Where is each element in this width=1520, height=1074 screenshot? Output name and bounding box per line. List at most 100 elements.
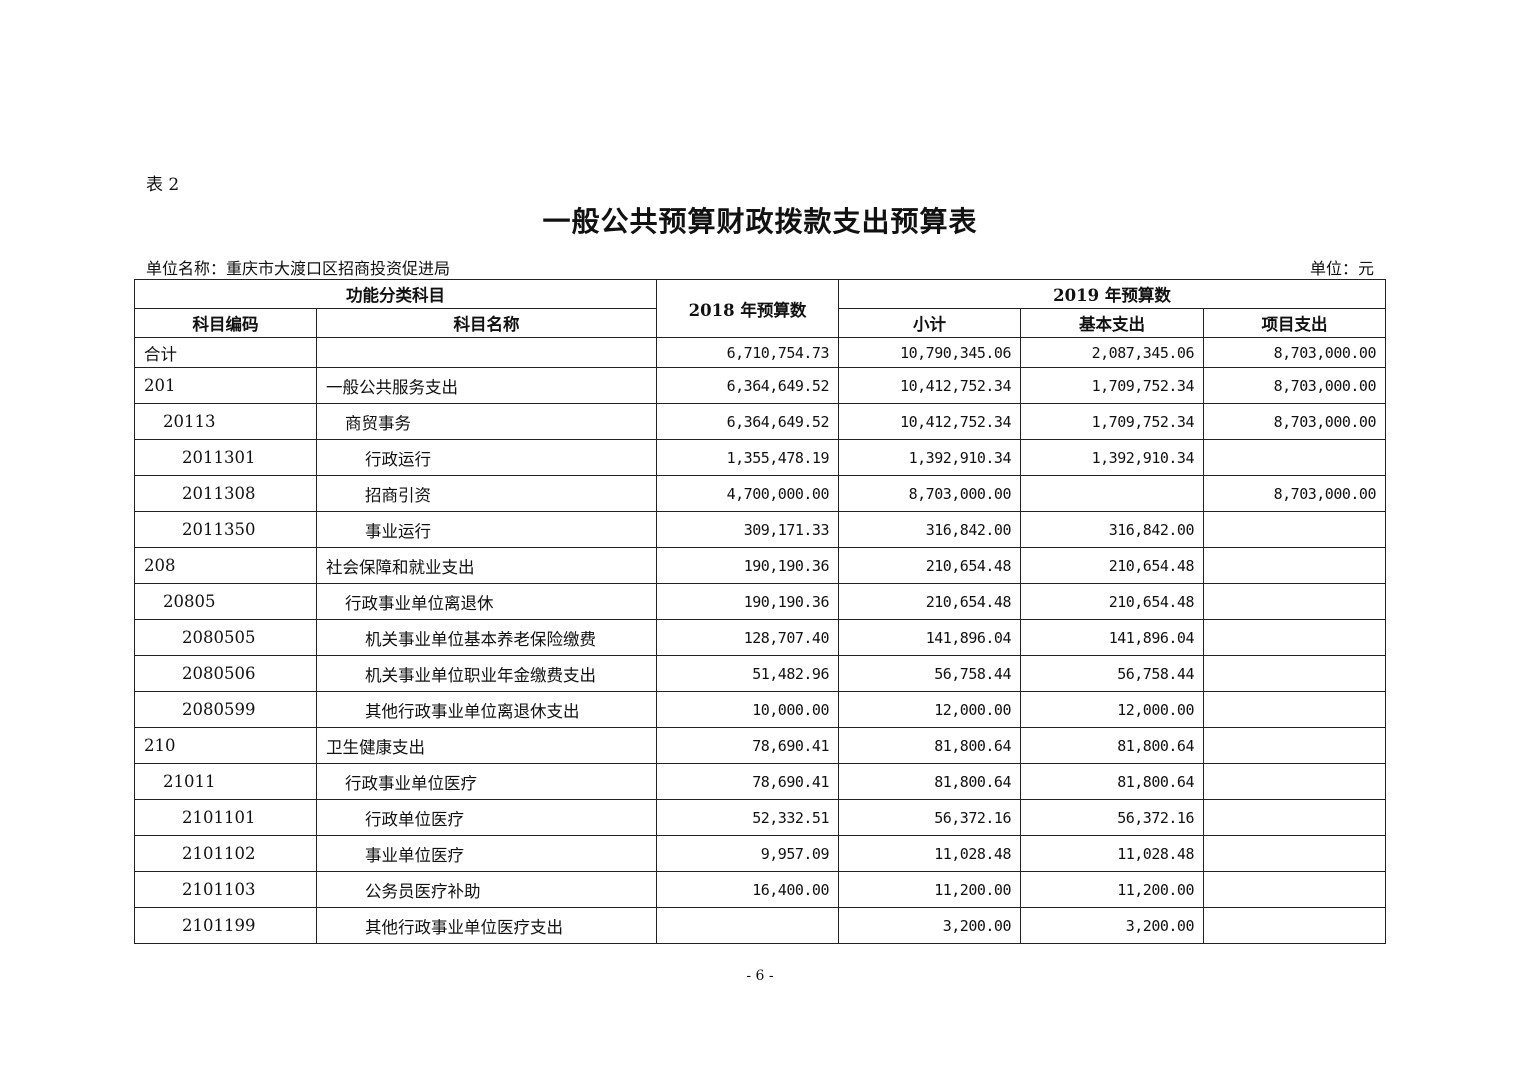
- cell-basic: 1,709,752.34: [1020, 367, 1204, 404]
- cell-basic: 56,758.44: [1020, 655, 1204, 692]
- header-subtotal: 小计: [838, 308, 1021, 338]
- cell-basic: 81,800.64: [1020, 727, 1204, 764]
- cell-name: 事业运行: [316, 511, 657, 548]
- table-row: 合计 6,710,754.73 10,790,345.06 2,087,345.06 8…: [134, 337, 1386, 368]
- cell-basic: 210,654.48: [1020, 583, 1204, 620]
- cell-project: 8,703,000.00: [1203, 475, 1386, 512]
- table-number: 表 2: [146, 175, 180, 195]
- cell-basic: 11,200.00: [1020, 871, 1204, 908]
- cell-2018: [656, 907, 839, 944]
- cell-subtotal: 210,654.48: [838, 583, 1021, 620]
- currency-unit: 单位：元: [1309, 259, 1374, 278]
- cell-basic: 12,000.00: [1020, 691, 1204, 728]
- cell-2018: 52,332.51: [656, 799, 839, 836]
- cell-name: 事业单位医疗: [316, 835, 657, 872]
- cell-basic: 81,800.64: [1020, 763, 1204, 800]
- header-code: 科目编码: [134, 308, 317, 338]
- cell-basic: 316,842.00: [1020, 511, 1204, 548]
- cell-project: [1203, 619, 1386, 656]
- cell-2018: 190,190.36: [656, 583, 839, 620]
- cell-code: 2080505: [134, 619, 317, 656]
- cell-code: 210: [134, 727, 317, 764]
- cell-project: [1203, 439, 1386, 476]
- cell-code: 201: [134, 367, 317, 404]
- header-basic: 基本支出: [1020, 308, 1204, 338]
- cell-name: 其他行政事业单位医疗支出: [316, 907, 657, 944]
- cell-name: 社会保障和就业支出: [316, 547, 657, 584]
- table-row: 201 一般公共服务支出 6,364,649.52 10,412,752.34 1,70…: [134, 367, 1386, 404]
- cell-name: 机关事业单位职业年金缴费支出: [316, 655, 657, 692]
- cell-name: 行政事业单位医疗: [316, 763, 657, 800]
- cell-name: 机关事业单位基本养老保险缴费: [316, 619, 657, 656]
- cell-subtotal: 11,028.48: [838, 835, 1021, 872]
- table-row: 2101199 其他行政事业单位医疗支出 3,200.00 3,200.00: [134, 907, 1386, 944]
- cell-name: 一般公共服务支出: [316, 367, 657, 404]
- table-row: 2011308 招商引资 4,700,000.00 8,703,000.00 8,703…: [134, 475, 1386, 512]
- cell-project: [1203, 871, 1386, 908]
- cell-subtotal: 12,000.00: [838, 691, 1021, 728]
- cell-project: 8,703,000.00: [1203, 403, 1386, 440]
- cell-subtotal: 3,200.00: [838, 907, 1021, 944]
- table-row: 20805 行政事业单位离退休 190,190.36 210,654.48 210,65…: [134, 583, 1386, 620]
- cell-code: 2101199: [134, 907, 317, 944]
- cell-project: 8,703,000.00: [1203, 367, 1386, 404]
- cell-name: 行政单位医疗: [316, 799, 657, 836]
- cell-name: 卫生健康支出: [316, 727, 657, 764]
- cell-project: [1203, 655, 1386, 692]
- cell-2018: 78,690.41: [656, 763, 839, 800]
- cell-subtotal: 141,896.04: [838, 619, 1021, 656]
- cell-2018: 78,690.41: [656, 727, 839, 764]
- table-row: 2080505 机关事业单位基本养老保险缴费 128,707.40 141,896.0…: [134, 619, 1386, 656]
- cell-project: [1203, 727, 1386, 764]
- cell-code: 20113: [134, 403, 317, 440]
- cell-subtotal: 81,800.64: [838, 763, 1021, 800]
- cell-basic: 1,392,910.34: [1020, 439, 1204, 476]
- table-row: 2080599 其他行政事业单位离退休支出 10,000.00 12,000.00 12…: [134, 691, 1386, 728]
- cell-code: 2080599: [134, 691, 317, 728]
- cell-project: [1203, 907, 1386, 944]
- cell-2018: 51,482.96: [656, 655, 839, 692]
- cell-project: [1203, 547, 1386, 584]
- cell-basic: 3,200.00: [1020, 907, 1204, 944]
- cell-basic: [1020, 475, 1204, 512]
- cell-2018: 10,000.00: [656, 691, 839, 728]
- cell-2018: 1,355,478.19: [656, 439, 839, 476]
- cell-project: [1203, 511, 1386, 548]
- cell-name: 招商引资: [316, 475, 657, 512]
- cell-subtotal: 11,200.00: [838, 871, 1021, 908]
- cell-project: [1203, 691, 1386, 728]
- cell-2018: 190,190.36: [656, 547, 839, 584]
- header-functional: 功能分类科目: [134, 279, 657, 309]
- cell-2018: 128,707.40: [656, 619, 839, 656]
- cell-name: 行政运行: [316, 439, 657, 476]
- cell-subtotal: 10,412,752.34: [838, 403, 1021, 440]
- cell-code: 2101103: [134, 871, 317, 908]
- header-name: 科目名称: [316, 308, 657, 338]
- cell-2018: 16,400.00: [656, 871, 839, 908]
- table-row: 20113 商贸事务 6,364,649.52 10,412,752.34 1,709,…: [134, 403, 1386, 440]
- table-row: 2011301 行政运行 1,355,478.19 1,392,910.34 1,392…: [134, 439, 1386, 476]
- cell-code: 21011: [134, 763, 317, 800]
- cell-code: 2101101: [134, 799, 317, 836]
- cell-subtotal: 316,842.00: [838, 511, 1021, 548]
- cell-subtotal: 1,392,910.34: [838, 439, 1021, 476]
- cell-2018: 309,171.33: [656, 511, 839, 548]
- cell-code: 20805: [134, 583, 317, 620]
- cell-subtotal: 10,412,752.34: [838, 367, 1021, 404]
- cell-2018: 6,710,754.73: [656, 337, 839, 368]
- cell-basic: 1,709,752.34: [1020, 403, 1204, 440]
- budget-table: 功能分类科目 2018 年预算数 2019 年预算数 科目编码 科目名称 小计 …: [134, 279, 1386, 944]
- unit-name: 单位名称：重庆市大渡口区招商投资促进局: [146, 259, 451, 278]
- table-row: 2101101 行政单位医疗 52,332.51 56,372.16 56,372.16: [134, 799, 1386, 836]
- cell-name: 公务员医疗补助: [316, 871, 657, 908]
- cell-code: 2101102: [134, 835, 317, 872]
- page-number: - 6 -: [746, 968, 774, 984]
- cell-code: 2011308: [134, 475, 317, 512]
- cell-basic: 210,654.48: [1020, 547, 1204, 584]
- cell-basic: 2,087,345.06: [1020, 337, 1204, 368]
- cell-project: 8,703,000.00: [1203, 337, 1386, 368]
- cell-code: 2011301: [134, 439, 317, 476]
- header-2019: 2019 年预算数: [838, 279, 1386, 309]
- cell-subtotal: 10,790,345.06: [838, 337, 1021, 368]
- header-2018: 2018 年预算数: [656, 279, 839, 338]
